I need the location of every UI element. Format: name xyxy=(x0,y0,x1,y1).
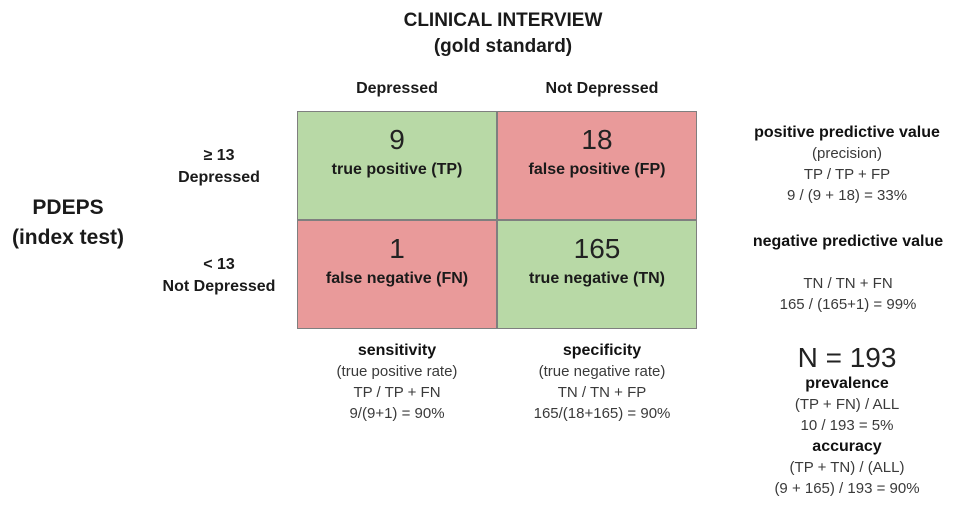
cell-false-negative: 1 false negative (FN) xyxy=(297,220,497,329)
ppv-block: positive predictive value (precision) TP… xyxy=(737,122,957,206)
cell-false-positive: 18 false positive (FP) xyxy=(497,111,697,220)
ppv-title: positive predictive value xyxy=(754,124,940,141)
npv-block: negative predictive value TN / TN + FN 1… xyxy=(737,231,959,315)
specificity-title: specificity xyxy=(562,342,642,359)
sensitivity-block: sensitivity (true positive rate) TP / TP… xyxy=(297,340,497,424)
title-line-1: CLINICAL INTERVIEW xyxy=(403,10,603,31)
cell-label: false negative (FN) xyxy=(325,270,469,287)
prevalence-result: 10 / 193 = 5% xyxy=(800,417,894,434)
row-header-negative-label: Not Depressed xyxy=(162,278,276,295)
row-header-positive-threshold: ≥ 13 xyxy=(203,147,235,164)
title-line-2: (gold standard) xyxy=(433,36,573,57)
accuracy-formula: (TP + TN) / (ALL) xyxy=(789,459,905,476)
cell-value: 165 xyxy=(573,233,621,264)
sensitivity-result: 9/(9+1) = 90% xyxy=(349,405,445,422)
prevalence-formula: (TP + FN) / ALL xyxy=(794,396,900,413)
ppv-subtitle: (precision) xyxy=(811,145,883,162)
index-label-line-2: (index test) xyxy=(11,226,124,249)
column-header-depressed: Depressed xyxy=(356,80,438,97)
sensitivity-subtitle: (true positive rate) xyxy=(336,363,458,380)
ppv-formula: TP / TP + FP xyxy=(803,166,891,183)
cell-label: true positive (TP) xyxy=(331,161,463,178)
row-header-positive-label: Depressed xyxy=(178,169,260,186)
cell-value: 9 xyxy=(389,124,405,155)
cell-value: 1 xyxy=(389,233,405,264)
specificity-formula: TN / TN + FP xyxy=(557,384,647,401)
npv-title: negative predictive value xyxy=(752,233,944,250)
prevalence-title: prevalence xyxy=(805,375,889,392)
specificity-subtitle: (true negative rate) xyxy=(538,363,666,380)
cell-true-negative: 165 true negative (TN) xyxy=(497,220,697,329)
cell-label: true negative (TN) xyxy=(528,270,665,287)
ppv-result: 9 / (9 + 18) = 33% xyxy=(786,187,908,204)
index-label-line-1: PDEPS xyxy=(32,196,104,219)
accuracy-title: accuracy xyxy=(812,438,882,455)
npv-result: 165 / (165+1) = 99% xyxy=(779,296,917,313)
sample-size: N = 193 xyxy=(797,342,897,373)
diagram-title: CLINICAL INTERVIEW (gold standard) xyxy=(340,8,666,60)
sensitivity-title: sensitivity xyxy=(357,342,437,359)
cell-true-positive: 9 true positive (TP) xyxy=(297,111,497,220)
cell-label: false positive (FP) xyxy=(528,161,666,178)
column-header-not-depressed: Not Depressed xyxy=(545,80,659,97)
summary-block: N = 193 prevalence (TP + FN) / ALL 10 / … xyxy=(737,343,957,499)
row-header-positive: ≥ 13 Depressed xyxy=(144,145,294,189)
row-header-negative: < 13 Not Depressed xyxy=(144,254,294,298)
npv-spacer xyxy=(737,252,959,273)
cell-value: 18 xyxy=(581,124,613,155)
row-header-negative-threshold: < 13 xyxy=(203,256,235,273)
accuracy-result: (9 + 165) / 193 = 90% xyxy=(774,480,920,497)
specificity-block: specificity (true negative rate) TN / TN… xyxy=(497,340,707,424)
sensitivity-formula: TP / TP + FN xyxy=(353,384,441,401)
specificity-result: 165/(18+165) = 90% xyxy=(533,405,671,422)
npv-formula: TN / TN + FN xyxy=(803,275,893,292)
index-test-label: PDEPS (index test) xyxy=(0,193,136,253)
